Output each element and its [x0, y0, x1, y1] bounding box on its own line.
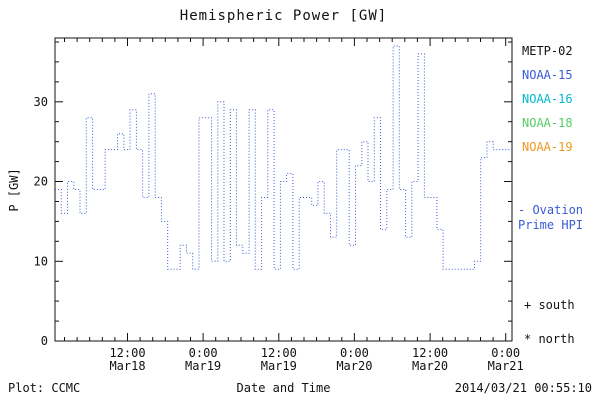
legend-item-noaa18: NOAA-18	[522, 116, 573, 130]
legend-item-noaa15: NOAA-15	[522, 68, 573, 82]
y-tick-label: 0	[41, 334, 48, 348]
legend-item-noaa16: NOAA-16	[522, 92, 573, 106]
y-tick-label: 30	[34, 95, 48, 109]
y-axis-label: P [GW]	[7, 168, 21, 212]
legend-marker-north: * north	[524, 332, 575, 346]
x-tick-time-label: 0:00	[340, 346, 369, 360]
x-tick-date-label: Mar21	[488, 359, 524, 373]
legend-satellites: METP-02 NOAA-15 NOAA-16 NOAA-18 NOAA-19	[522, 44, 573, 164]
legend-marker-south: + south	[524, 298, 575, 312]
x-tick-time-label: 0:00	[491, 346, 520, 360]
x-tick-time-label: 12:00	[412, 346, 448, 360]
x-tick-date-label: Mar20	[412, 359, 448, 373]
x-axis-label: Date and Time	[236, 381, 331, 395]
timestamp-label: 2014/03/21 00:55:10	[454, 381, 592, 395]
plot-source-label: Plot: CCMC	[8, 381, 81, 395]
legend-ovation-prime-hpi: - Ovation Prime HPI	[518, 203, 583, 233]
legend-ovation-line2: Prime HPI	[518, 218, 584, 232]
x-tick-date-label: Mar18	[109, 359, 145, 373]
x-tick-date-label: Mar19	[185, 359, 221, 373]
legend-item-metp02: METP-02	[522, 44, 573, 58]
y-tick-label: 20	[34, 175, 48, 189]
y-tick-label: 10	[34, 254, 48, 268]
x-tick-date-label: Mar20	[336, 359, 372, 373]
x-tick-time-label: 0:00	[189, 346, 218, 360]
legend-item-noaa19: NOAA-19	[522, 140, 573, 154]
hpi-step-line	[55, 45, 512, 270]
x-tick-time-label: 12:00	[261, 346, 297, 360]
plot-frame	[54, 37, 513, 342]
chart-title: Hemispheric Power [GW]	[179, 8, 388, 24]
legend-ovation-line1: - Ovation	[518, 203, 584, 217]
x-tick-date-label: Mar19	[261, 359, 297, 373]
x-tick-time-label: 12:00	[109, 346, 145, 360]
